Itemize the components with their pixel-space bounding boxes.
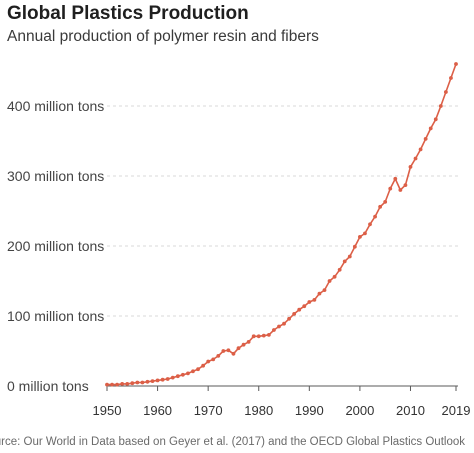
- data-point: [201, 363, 206, 368]
- y-axis-ticks: 0 million tons 100 million tons 200 millio…: [7, 98, 104, 394]
- data-point: [378, 204, 383, 209]
- data-point: [165, 377, 170, 381]
- data-point: [408, 165, 413, 169]
- x-tick-label: 2000: [345, 403, 374, 418]
- data-point: [302, 304, 307, 309]
- data-point: [287, 316, 291, 321]
- data-point: [125, 382, 130, 386]
- data-point: [297, 307, 302, 312]
- data-point: [150, 379, 155, 383]
- chart-subtitle: Annual production of polymer resin and f…: [7, 28, 319, 45]
- data-point: [428, 126, 433, 131]
- data-point: [413, 156, 418, 161]
- data-point: [135, 380, 140, 385]
- data-point: [236, 346, 241, 351]
- y-tick-label: 100 million tons: [7, 308, 104, 324]
- data-point: [241, 342, 246, 347]
- data-point: [231, 351, 236, 356]
- data-point: [180, 372, 185, 377]
- data-point: [196, 367, 200, 372]
- data-point: [277, 324, 281, 329]
- data-point: [115, 382, 120, 387]
- data-point: [347, 254, 352, 259]
- data-point: [105, 382, 109, 387]
- chart-title: Global Plastics Production: [7, 3, 249, 24]
- data-point: [327, 279, 332, 283]
- data-point: [186, 371, 190, 376]
- data-point: [155, 378, 160, 383]
- data-point: [352, 244, 357, 249]
- data-point: [398, 188, 403, 192]
- data-point: [175, 374, 180, 379]
- data-point: [191, 369, 195, 374]
- y-tick-label: 400 million tons: [7, 98, 104, 114]
- x-axis-ticks: 1950 1960 1970 1980 1990 2000 2010 2019: [93, 386, 471, 418]
- data-point: [221, 349, 226, 353]
- data-point: [266, 333, 271, 337]
- data-point: [449, 76, 453, 80]
- data-point: [206, 359, 211, 364]
- data-point: [373, 214, 377, 219]
- x-tick-label: 1980: [244, 403, 273, 418]
- data-point: [170, 375, 175, 380]
- data-point: [403, 183, 408, 188]
- x-tick-label: 1970: [194, 403, 223, 418]
- data-point: [454, 62, 458, 66]
- y-tick-label: 0 million tons: [7, 378, 89, 394]
- data-point: [368, 222, 372, 227]
- data-point: [322, 288, 327, 292]
- data-point: [145, 379, 150, 384]
- data-point: [357, 235, 362, 239]
- y-tick-label: 300 million tons: [7, 168, 104, 184]
- data-point: [443, 90, 448, 94]
- data-point: [383, 200, 388, 204]
- series-line: [107, 63, 457, 386]
- data-point: [246, 340, 251, 344]
- data-point: [337, 267, 342, 272]
- data-point: [312, 298, 317, 302]
- data-point: [292, 312, 297, 316]
- data-point: [110, 382, 114, 387]
- data-point: [317, 291, 322, 296]
- data-point: [140, 380, 145, 385]
- data-point: [120, 382, 125, 386]
- data-point: [418, 147, 423, 152]
- x-tick-label: 2019: [442, 403, 471, 418]
- gridlines: [107, 105, 460, 387]
- data-point: [363, 231, 367, 236]
- data-point: [130, 381, 135, 386]
- data-point: [332, 274, 337, 279]
- data-point: [256, 334, 261, 339]
- data-point: [160, 377, 165, 382]
- data-point: [388, 186, 393, 191]
- x-tick-label: 1950: [93, 403, 122, 418]
- chart-source: Source: Our World in Data based on Geyer…: [0, 436, 465, 448]
- data-point: [261, 333, 266, 338]
- data-point: [433, 117, 438, 122]
- data-point: [307, 300, 312, 304]
- y-tick-label: 200 million tons: [7, 238, 104, 254]
- series-layer: [105, 62, 458, 387]
- data-point: [282, 321, 286, 326]
- x-tick-label: 1960: [143, 403, 172, 418]
- x-tick-label: 1990: [295, 403, 324, 418]
- data-point: [393, 176, 398, 181]
- data-point: [251, 334, 256, 339]
- data-point: [226, 348, 231, 353]
- data-point: [423, 137, 428, 141]
- data-point: [211, 357, 216, 362]
- data-point: [342, 259, 347, 264]
- data-point: [216, 354, 221, 358]
- data-point: [438, 104, 443, 108]
- data-point: [272, 328, 276, 332]
- x-tick-label: 2010: [396, 403, 425, 418]
